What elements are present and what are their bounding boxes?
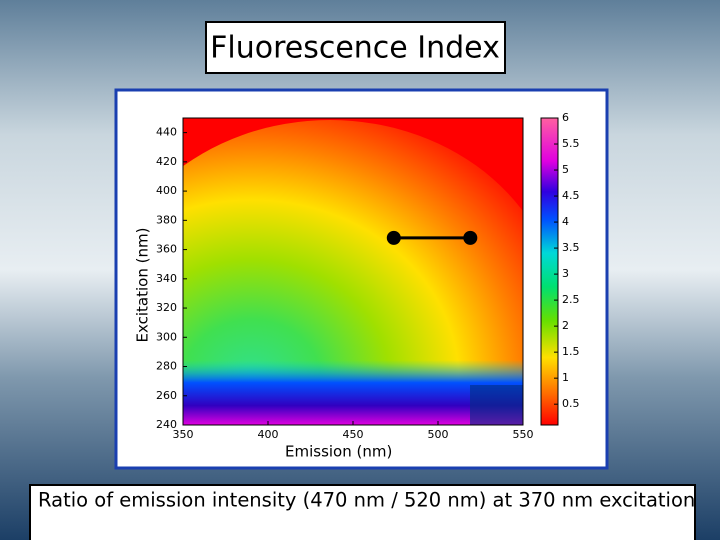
y-tick-label: 440 [156,126,177,139]
x-tick-label: 350 [173,428,194,441]
colorbar-tick-label: 5 [562,163,569,176]
x-tick-label: 450 [343,428,364,441]
colorbar-tick-label: 6 [562,111,569,124]
colorbar-tick-label: 2 [562,319,569,332]
colorbar-tick-label: 0.5 [562,397,580,410]
y-tick-label: 360 [156,243,177,256]
x-axis-label: Emission (nm) [285,443,392,461]
title-box [205,21,506,74]
y-axis-label: Excitation (nm) [134,228,152,343]
y-tick-label: 380 [156,213,177,226]
y-tick-label: 260 [156,389,177,402]
y-tick-label: 280 [156,360,177,373]
x-tick-label: 550 [513,428,534,441]
colorbar-tick-label: 5.5 [562,137,580,150]
y-tick-label: 320 [156,301,177,314]
colorbar-tick-label: 3.5 [562,241,580,254]
colorbar-tick-label: 1 [562,371,569,384]
colorbar-tick-label: 2.5 [562,293,580,306]
annotation-point [386,230,401,245]
caption: Ratio of emission intensity (470 nm / 52… [38,489,695,512]
y-tick-label: 240 [156,418,177,431]
y-tick-label: 340 [156,272,177,285]
y-tick-label: 420 [156,155,177,168]
x-tick-label: 400 [258,428,279,441]
y-tick-label: 400 [156,184,177,197]
y-tick-label: 300 [156,330,177,343]
title: Fluorescence Index [210,31,500,66]
annotation-point [463,230,478,245]
contour-fill [183,118,523,425]
caption-box [29,484,696,544]
colorbar [540,117,559,426]
colorbar-tick-label: 3 [562,267,569,280]
colorbar-tick-label: 1.5 [562,345,580,358]
colorbar-tick-label: 4 [562,215,569,228]
colorbar-tick-label: 4.5 [562,189,580,202]
x-tick-label: 500 [428,428,449,441]
